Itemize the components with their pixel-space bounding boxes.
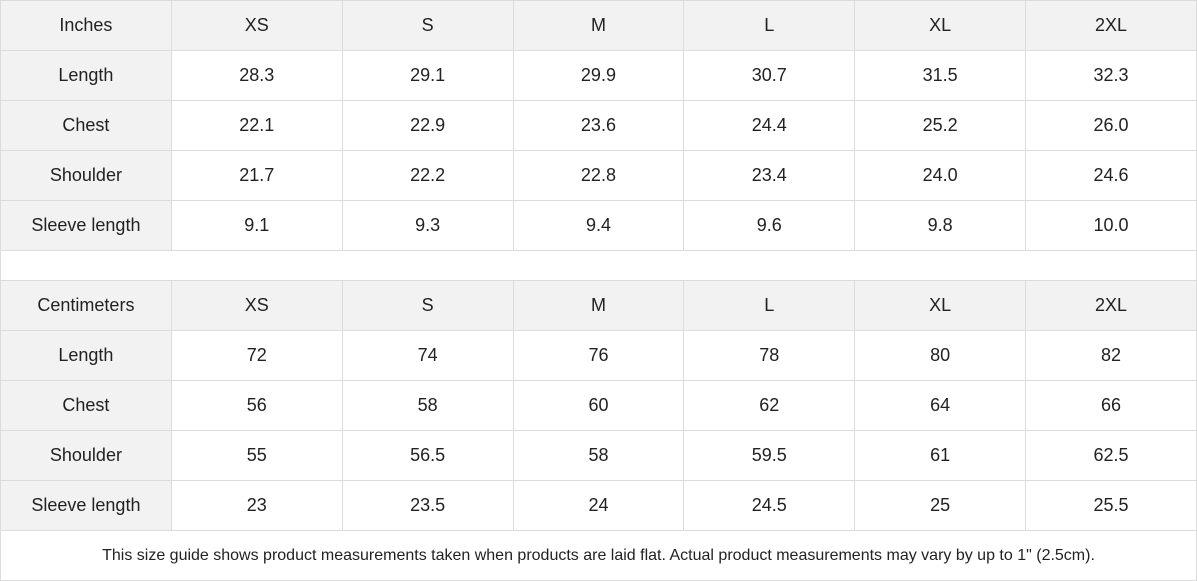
size-header: 2XL [1025, 280, 1197, 331]
row-label: Shoulder [0, 150, 172, 201]
spacer-cell [0, 250, 1197, 281]
measurement-cell: 9.3 [341, 200, 514, 251]
row-label: Length [0, 330, 172, 381]
measurement-cell: 25.2 [854, 100, 1027, 151]
row-label: Shoulder [0, 430, 172, 481]
measurement-cell: 24.4 [683, 100, 856, 151]
measurement-cell: 29.9 [512, 50, 685, 101]
measurement-cell: 25.5 [1025, 480, 1197, 531]
measurement-cell: 76 [512, 330, 685, 381]
measurement-cell: 26.0 [1025, 100, 1197, 151]
measurement-cell: 23.6 [512, 100, 685, 151]
measurement-cell: 32.3 [1025, 50, 1197, 101]
size-header: XL [854, 0, 1027, 51]
measurement-cell: 24 [512, 480, 685, 531]
measurement-cell: 56.5 [341, 430, 514, 481]
header-row: Inches XS S M L XL 2XL [0, 0, 1197, 51]
measurement-cell: 74 [341, 330, 514, 381]
measurement-cell: 24.6 [1025, 150, 1197, 201]
size-header: XL [854, 280, 1027, 331]
measurement-cell: 31.5 [854, 50, 1027, 101]
measurement-cell: 60 [512, 380, 685, 431]
row-label: Chest [0, 100, 172, 151]
measurement-cell: 55 [170, 430, 343, 481]
measurement-cell: 21.7 [170, 150, 343, 201]
measurement-cell: 23.4 [683, 150, 856, 201]
measurement-cell: 58 [341, 380, 514, 431]
measurement-cell: 62.5 [1025, 430, 1197, 481]
measurement-cell: 64 [854, 380, 1027, 431]
header-row: Centimeters XS S M L XL 2XL [0, 280, 1197, 331]
row-label: Sleeve length [0, 200, 172, 251]
size-guide-note: This size guide shows product measuremen… [0, 530, 1197, 581]
size-header: M [512, 0, 685, 51]
measurement-cell: 25 [854, 480, 1027, 531]
table-row: Shoulder 21.7 22.2 22.8 23.4 24.0 24.6 [0, 150, 1197, 201]
measurement-cell: 80 [854, 330, 1027, 381]
table-row: Length 28.3 29.1 29.9 30.7 31.5 32.3 [0, 50, 1197, 101]
measurement-cell: 72 [170, 330, 343, 381]
size-header: M [512, 280, 685, 331]
measurement-cell: 22.8 [512, 150, 685, 201]
table-row: Sleeve length 9.1 9.3 9.4 9.6 9.8 10.0 [0, 200, 1197, 251]
measurement-cell: 59.5 [683, 430, 856, 481]
measurement-cell: 9.4 [512, 200, 685, 251]
table-row: Shoulder 55 56.5 58 59.5 61 62.5 [0, 430, 1197, 481]
measurement-cell: 62 [683, 380, 856, 431]
measurement-cell: 29.1 [341, 50, 514, 101]
measurement-cell: 78 [683, 330, 856, 381]
measurement-cell: 28.3 [170, 50, 343, 101]
measurement-cell: 56 [170, 380, 343, 431]
unit-header: Centimeters [0, 280, 172, 331]
measurement-cell: 30.7 [683, 50, 856, 101]
size-header: XS [170, 0, 343, 51]
spacer-row [0, 250, 1197, 281]
size-header: S [341, 0, 514, 51]
measurement-cell: 61 [854, 430, 1027, 481]
row-label: Chest [0, 380, 172, 431]
measurement-cell: 66 [1025, 380, 1197, 431]
table-row: Chest 56 58 60 62 64 66 [0, 380, 1197, 431]
measurement-cell: 23.5 [341, 480, 514, 531]
note-row: This size guide shows product measuremen… [0, 530, 1197, 581]
size-header: L [683, 0, 856, 51]
measurement-cell: 22.2 [341, 150, 514, 201]
table-row: Sleeve length 23 23.5 24 24.5 25 25.5 [0, 480, 1197, 531]
measurement-cell: 58 [512, 430, 685, 481]
size-header: L [683, 280, 856, 331]
measurement-cell: 24.5 [683, 480, 856, 531]
size-header: XS [170, 280, 343, 331]
size-header: S [341, 280, 514, 331]
measurement-cell: 24.0 [854, 150, 1027, 201]
measurement-cell: 82 [1025, 330, 1197, 381]
measurement-cell: 9.1 [170, 200, 343, 251]
measurement-cell: 23 [170, 480, 343, 531]
size-header: 2XL [1025, 0, 1197, 51]
row-label: Length [0, 50, 172, 101]
measurement-cell: 9.6 [683, 200, 856, 251]
measurement-cell: 9.8 [854, 200, 1027, 251]
measurement-cell: 22.1 [170, 100, 343, 151]
unit-header: Inches [0, 0, 172, 51]
table-row: Chest 22.1 22.9 23.6 24.4 25.2 26.0 [0, 100, 1197, 151]
measurement-cell: 10.0 [1025, 200, 1197, 251]
measurement-cell: 22.9 [341, 100, 514, 151]
table-row: Length 72 74 76 78 80 82 [0, 330, 1197, 381]
row-label: Sleeve length [0, 480, 172, 531]
